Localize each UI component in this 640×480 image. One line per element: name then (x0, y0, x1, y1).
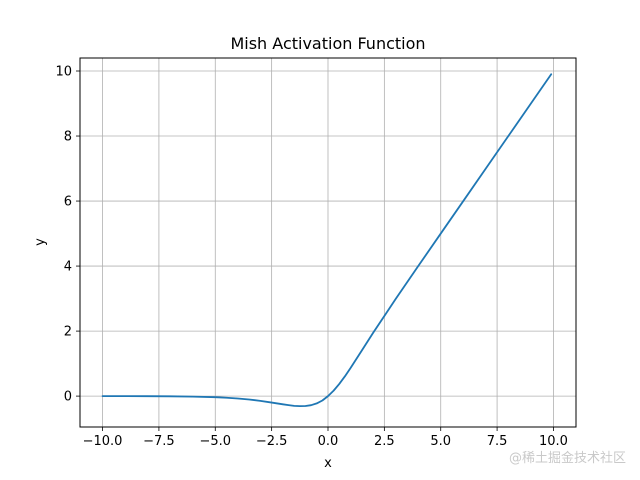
grid (80, 58, 576, 427)
x-tick-label: 5.0 (430, 434, 451, 449)
mish-series-line (101, 73, 553, 408)
x-tick-label: −2.5 (256, 434, 288, 449)
y-tick-label: 8 (64, 130, 72, 145)
x-tick-label: 2.5 (374, 434, 395, 449)
x-tick-label: 0.0 (318, 434, 339, 449)
x-tick-label: −10.0 (83, 434, 123, 449)
plot-area (101, 73, 553, 408)
y-tick-label: 6 (64, 195, 72, 210)
x-tick-label: −7.5 (143, 434, 175, 449)
chart-title: Mish Activation Function (230, 34, 425, 53)
x-tick-label: −5.0 (199, 434, 231, 449)
x-tick-label: 10.0 (539, 434, 568, 449)
x-tick-label: 7.5 (487, 434, 508, 449)
watermark: @稀土掘金技术社区 (508, 451, 626, 466)
x-axis-label: x (324, 456, 332, 471)
y-tick-label: 10 (55, 65, 72, 80)
y-tick-label: 0 (64, 390, 72, 405)
y-axis-label: y (33, 238, 48, 246)
y-tick-label: 4 (64, 260, 72, 275)
ticks: −10.0 −7.5 −5.0 −2.5 0.0 2.5 5.0 7.5 10.0 0 2 4 6 8 10 (55, 65, 567, 449)
y-tick-label: 2 (64, 325, 72, 340)
